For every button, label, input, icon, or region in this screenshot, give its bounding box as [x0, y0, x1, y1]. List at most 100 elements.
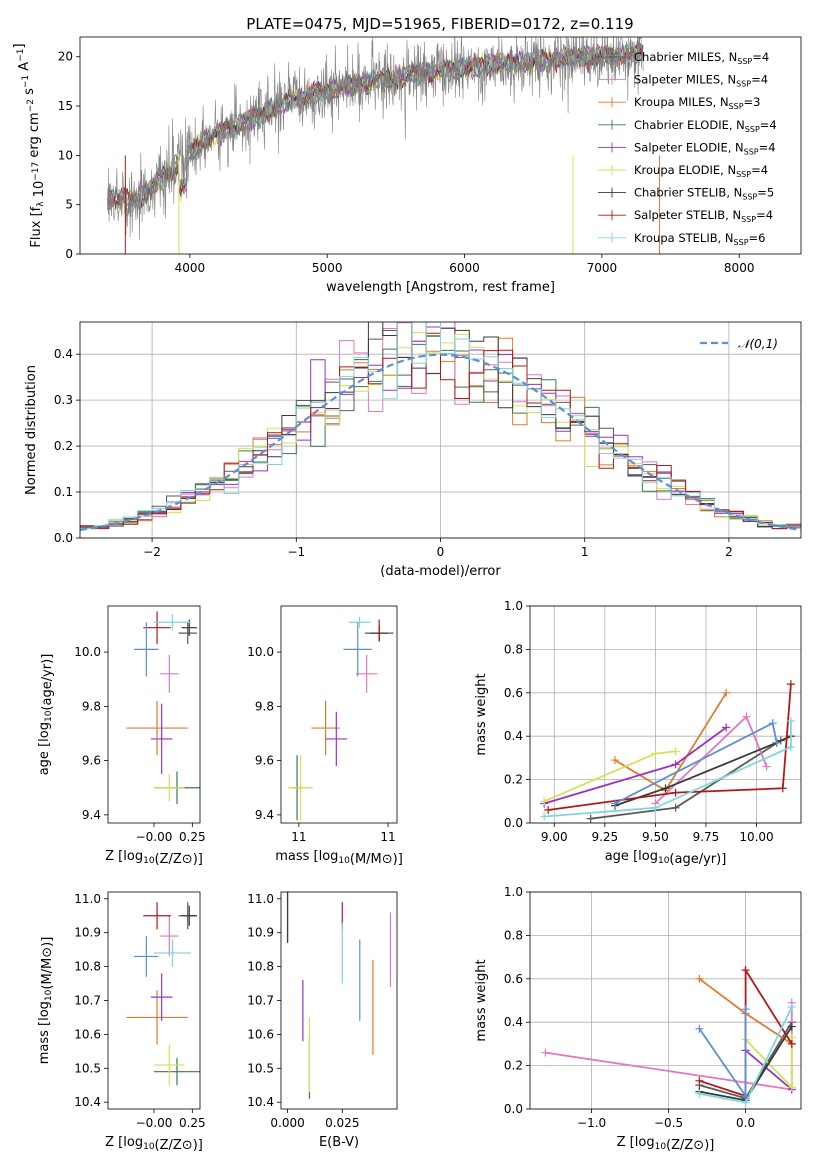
z-age-chart: −0.00 0.259.49.69.810.0Z [log10(Z/Z⊙)]age…	[37, 605, 206, 867]
y-tick-label: 10.5	[74, 1061, 101, 1075]
x-tick-label: −0.5	[654, 1116, 683, 1130]
weight-marker	[741, 966, 750, 975]
weight-marker	[722, 723, 731, 732]
label-part: Z [	[105, 1135, 123, 1150]
y-axis-label: Normed distribution	[24, 365, 39, 495]
weight-series-line	[544, 721, 792, 818]
plot-area	[107, 37, 661, 254]
y-tick-label: 9.8	[255, 699, 274, 713]
label-part: −2	[26, 99, 36, 112]
weight-marker	[651, 803, 660, 812]
x-tick-label: 9.75	[693, 830, 720, 844]
x-tick-label: 9.50	[642, 830, 669, 844]
axes-frame	[280, 605, 398, 824]
y-tick-label: 0.3	[54, 393, 73, 407]
y-tick-label: 9.4	[82, 808, 101, 822]
label-part: mass weight	[474, 673, 489, 755]
label-part: mass [	[37, 1021, 52, 1064]
y-tick-label: 1.0	[504, 885, 523, 899]
weight-series-line	[745, 1049, 793, 1091]
x-tick-label: 0.25	[179, 1116, 206, 1130]
y-tick-label: 0.0	[504, 1102, 523, 1116]
y-tick-label: 10.0	[74, 645, 101, 659]
legend-count: =4	[751, 73, 768, 87]
y-axis-label: mass weight	[474, 959, 489, 1041]
normal-curve	[80, 353, 801, 531]
residuals-chart: −2 −1 0 1 2 0.0 0.1 0.2 0.3 0.4 (data-model)/error…	[24, 321, 802, 579]
y-tick-label: 0.0	[504, 816, 523, 830]
weight-marker	[787, 1003, 796, 1012]
label-sub: 10	[44, 710, 54, 722]
label-sub: 10	[143, 1142, 155, 1152]
legend-name: Chabrier ELODIE, N	[634, 118, 745, 132]
weight-marker	[786, 717, 795, 726]
legend-count: =6	[749, 231, 766, 245]
y-tick-label: 0.2	[504, 1059, 523, 1073]
y-tick-label: 0.4	[504, 729, 523, 743]
label-part: age [	[605, 849, 638, 864]
label-part: 10	[32, 181, 47, 202]
x-tick-label: −0.00	[136, 830, 173, 844]
y-tick-label: 9.4	[255, 808, 274, 822]
weight-marker	[695, 1024, 704, 1033]
label-part: log	[123, 849, 143, 864]
legend-entry: Kroupa STELIB, NSSP=6	[634, 231, 765, 247]
y-axis-label: mass weight	[474, 673, 489, 755]
y-tick-label: 0.0	[54, 531, 73, 545]
legend-count: =5	[757, 186, 774, 200]
weight-marker	[671, 760, 680, 769]
x-tick-label: 1	[581, 545, 589, 559]
label-part: (M/M⊙)]	[40, 937, 55, 990]
weight-marker	[541, 1048, 550, 1057]
y-tick-label: 9.6	[82, 754, 101, 768]
label-part: Flux [f	[29, 206, 44, 247]
x-tick-label: 10.00	[739, 830, 773, 844]
legend-name: Kroupa STELIB, N	[634, 231, 734, 245]
label-sub: 10	[44, 989, 54, 1001]
mass-age-chart: 11 11 9.4 9.6 9.8 10.0 mass [log10(M/M⊙)]	[247, 605, 403, 867]
ebv-mass-chart: 0.000 0.025 10.4 10.5 10.6 10.7 10.8 10.9 11.0 E(…	[247, 891, 398, 1150]
label-part: E(B-V)	[319, 1135, 359, 1150]
legend-name: Kroupa MILES, N	[634, 95, 729, 109]
x-tick-label: −2	[143, 545, 161, 559]
y-axis-label: Flux [fλ 10−17 erg cm−2 s−1 A−1]	[12, 43, 47, 247]
weight-marker	[787, 1083, 796, 1092]
legend-count: =4	[760, 118, 777, 132]
label-part: −17	[31, 162, 41, 181]
y-tick-label: 0.1	[54, 485, 73, 499]
label-part: log	[37, 1001, 52, 1021]
x-tick-label: 11	[380, 830, 395, 844]
legend-name: Chabrier STELIB, N	[634, 186, 742, 200]
weight-marker	[651, 749, 660, 758]
weight-marker	[741, 1091, 750, 1100]
y-tick-label: 11.0	[74, 892, 101, 906]
y-tick-label: 0.8	[504, 642, 523, 656]
y-tick-label: 0.2	[54, 439, 73, 453]
weight-marker	[695, 974, 704, 983]
y-tick-label: 0.6	[504, 972, 523, 986]
x-axis-label: age [log10(age/yr)]	[605, 849, 727, 867]
weight-marker	[540, 797, 549, 806]
x-tick-label: 4000	[175, 261, 206, 275]
x-axis-label: E(B-V)	[319, 1135, 359, 1150]
legend-entry: Chabrier STELIB, NSSP=5	[634, 186, 774, 202]
axes-frame	[529, 605, 802, 824]
axes-frame	[529, 891, 802, 1110]
weight-series-line	[543, 750, 676, 803]
histogram-step	[80, 322, 801, 529]
x-tick-label: 7000	[587, 261, 618, 275]
legend-count: =4	[751, 163, 768, 177]
y-tick-label: 10.7	[247, 994, 274, 1008]
legend-sub: SSP	[734, 238, 749, 247]
label-part: mass [	[275, 849, 318, 864]
x-tick-label: −0.00	[136, 1116, 173, 1130]
x-axis-label: Z [log10(Z/Z⊙)]	[105, 849, 203, 867]
y-tick-label: 20	[58, 50, 73, 64]
weight-marker	[671, 803, 680, 812]
x-tick-label: 2	[725, 545, 733, 559]
legend-sub: SSP	[736, 170, 751, 179]
label-part: (age/yr)]	[669, 852, 726, 867]
label-part: log	[37, 722, 52, 742]
label-sub: 10	[655, 1142, 667, 1152]
